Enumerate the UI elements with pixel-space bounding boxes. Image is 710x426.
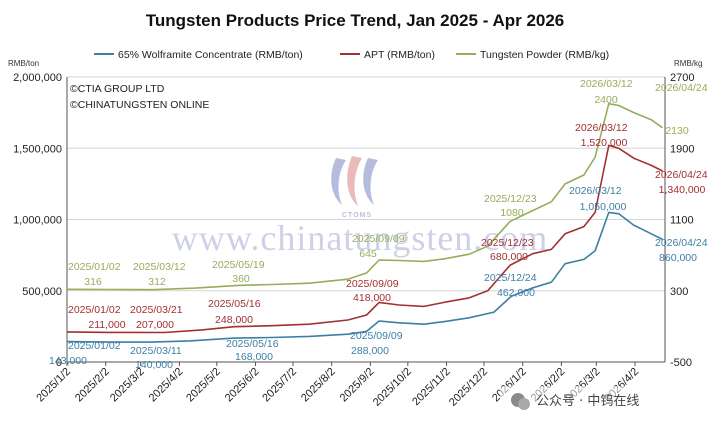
annotation-apt: 1,520,000 (581, 137, 628, 149)
annotation-apt: 2025/05/16 (208, 298, 261, 310)
annotation-apt: 2025/09/09 (346, 278, 399, 290)
x-tick-label: 2025/9/2 (338, 366, 377, 405)
left-tick-label: 500,000 (22, 286, 62, 298)
annotation-layer: 2025/01/02 316 2025/03/12 312 2025/05/19 360 2… (49, 78, 708, 371)
left-tick-label: 0 (56, 357, 62, 369)
wolframite-line (66, 211, 663, 343)
annotation-powder: 2130 (665, 125, 689, 137)
annotation-powder: 2025/09/09 (352, 233, 405, 245)
annotation-wolf: 1,050,000 (580, 201, 627, 213)
tungsten-powder-line (66, 102, 663, 291)
x-tick-label: 2025/1/2 (34, 366, 73, 405)
credit-chinatungsten: ©CHINATUNGSTEN ONLINE (70, 99, 209, 111)
right-tick-label: 1100 (670, 215, 694, 227)
right-tick-label: 300 (670, 286, 688, 298)
x-tick-label: 2025/11/2 (410, 366, 453, 409)
annotation-apt: 211,000 (88, 319, 125, 331)
x-tick-label: 2025/2/2 (73, 366, 112, 405)
wechat-badge-text: 公众号 · 中钨在线 (536, 393, 639, 409)
annotation-wolf: 2025/01/02 (68, 340, 121, 352)
annotation-apt: 2025/03/21 (130, 304, 183, 316)
annotation-powder: 2025/03/12 (133, 261, 186, 273)
annotation-powder: 360 (232, 273, 250, 285)
wechat-badge: 公众号 · 中钨在线 (500, 386, 706, 414)
legend-label-apt: APT (RMB/ton) (364, 49, 435, 61)
x-tick-label: 2025/6/2 (223, 366, 262, 405)
right-axis-unit: RMB/kg (674, 59, 702, 68)
annotation-powder: 2026/04/24 (655, 82, 708, 94)
legend-label-wolframite: 65% Wolframite Concentrate (RMB/ton) (118, 49, 303, 61)
wechat-icon (511, 393, 530, 410)
annotation-powder: 2026/03/12 (580, 78, 633, 90)
annotation-powder: 312 (148, 276, 166, 288)
annotation-apt: 2025/01/02 (68, 304, 121, 316)
annotation-wolf: 2025/09/09 (350, 330, 403, 342)
annotation-wolf: 168,000 (235, 351, 273, 363)
watermark-logo-icon (331, 156, 378, 206)
annotation-wolf: 2025/03/11 (130, 345, 182, 357)
annotation-powder: 1080 (500, 207, 524, 219)
right-axis: -500 300 1100 1900 2700 (670, 72, 694, 369)
legend-label-powder: Tungsten Powder (RMB/kg) (480, 49, 609, 61)
right-tick-label: -500 (670, 357, 692, 369)
annotation-powder: 645 (359, 248, 377, 260)
grid (66, 76, 666, 363)
chart-title: Tungsten Products Price Trend, Jan 2025 … (146, 11, 565, 30)
watermark: CTOMS www.chinatungsten.com (172, 156, 549, 258)
right-tick-label: 2700 (670, 72, 694, 84)
left-axis-unit: RMB/ton (8, 59, 39, 68)
series-layer (66, 102, 663, 343)
annotation-wolf: 2026/04/24 (655, 237, 708, 249)
x-tick-label: 2025/4/2 (147, 366, 186, 405)
left-tick-label: 1,000,000 (13, 215, 62, 227)
credit-ctia: ©CTIA GROUP LTD (70, 83, 165, 95)
annotation-apt: 680,000 (490, 251, 528, 263)
annotation-powder: 2025/05/19 (212, 259, 265, 271)
x-tick-label: 2025/7/2 (260, 366, 299, 405)
annotation-apt: 248,000 (215, 314, 253, 326)
annotation-apt: 2026/03/12 (575, 122, 628, 134)
annotation-apt: 418,000 (353, 292, 391, 304)
annotation-apt: 2026/04/24 (655, 169, 708, 181)
annotation-wolf: 462,000 (497, 287, 535, 299)
apt-line (66, 144, 663, 334)
left-tick-label: 1,500,000 (13, 143, 62, 155)
x-tick-label: 2025/3/2 (108, 366, 147, 405)
annotation-wolf: 140,000 (135, 359, 173, 371)
x-tick-label: 2025/5/2 (184, 366, 223, 405)
annotation-wolf: 2025/05/16 (226, 338, 279, 350)
left-tick-label: 2,000,000 (13, 72, 62, 84)
x-tick-label: 2025/10/2 (371, 366, 414, 409)
annotation-apt: 207,000 (136, 319, 174, 331)
annotation-wolf: 143,000 (49, 355, 87, 367)
legend: 65% Wolframite Concentrate (RMB/ton) APT… (94, 49, 609, 61)
annotation-wolf: 860,000 (659, 252, 697, 264)
annotation-powder: 316 (84, 276, 102, 288)
annotation-wolf: 2025/12/24 (484, 272, 537, 284)
watermark-logo-text: CTOMS (342, 212, 372, 219)
annotation-powder: 2025/01/02 (68, 261, 121, 273)
annotation-apt: 1,340,000 (659, 184, 706, 196)
left-axis: 0 500,000 1,000,000 1,500,000 2,000,000 (13, 72, 62, 369)
annotation-wolf: 2026/03/12 (569, 185, 622, 197)
watermark-url: www.chinatungsten.com (172, 218, 549, 258)
annotation-apt: 2025/12/23 (481, 237, 534, 249)
x-tick-label: 2025/12/2 (447, 366, 490, 409)
x-tick-label: 2025/8/2 (299, 366, 338, 405)
annotation-powder: 2025/12/23 (484, 193, 537, 205)
right-tick-label: 1900 (670, 143, 694, 155)
annotation-wolf: 288,000 (351, 345, 389, 357)
annotation-powder: 2400 (594, 94, 618, 106)
